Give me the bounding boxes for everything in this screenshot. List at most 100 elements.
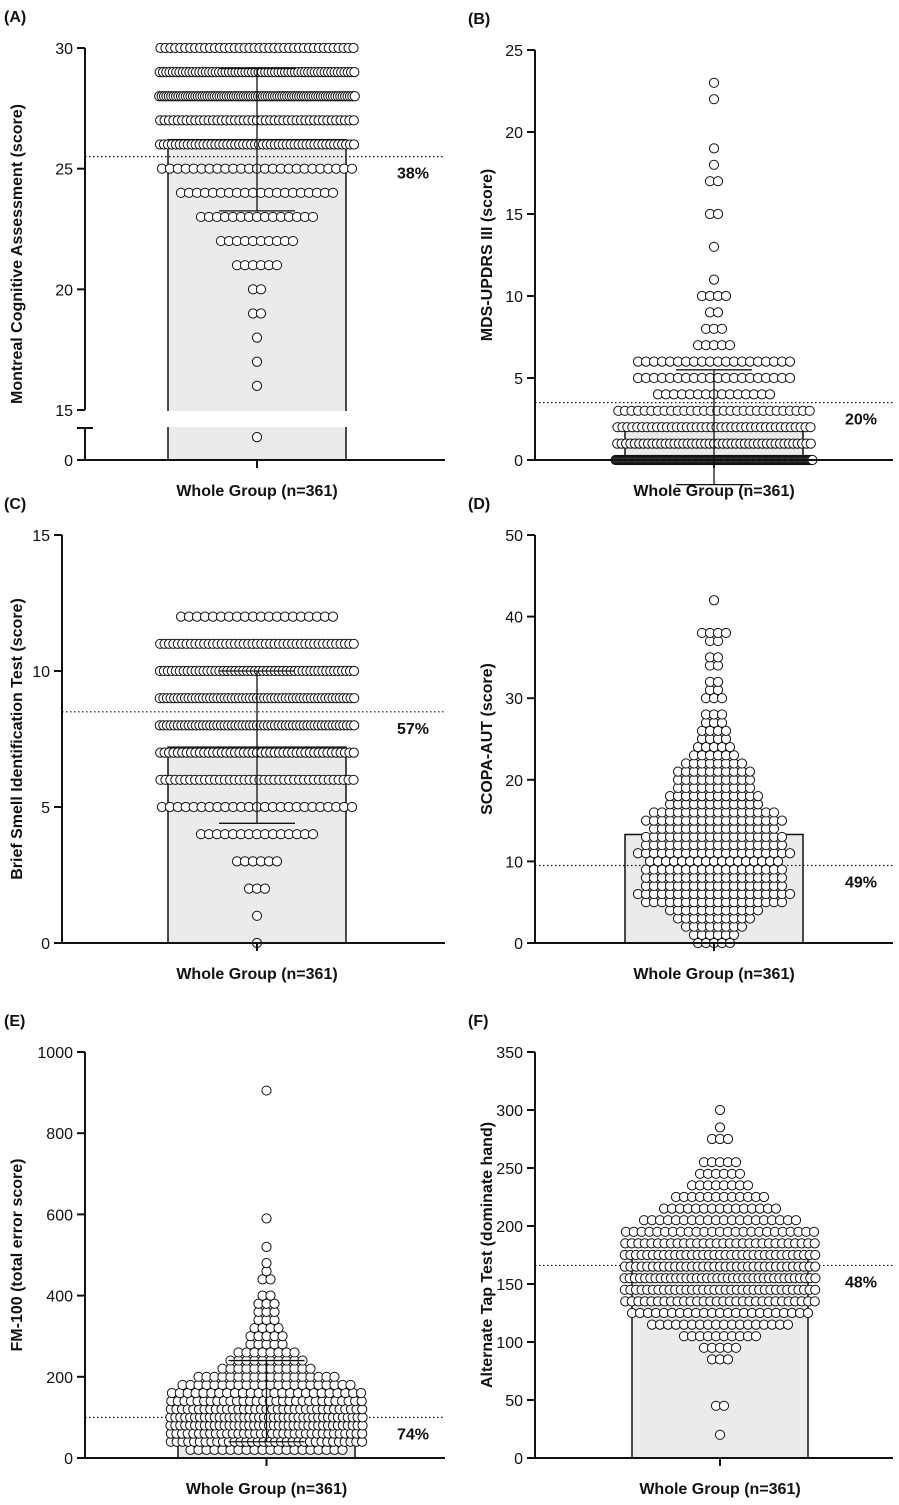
dot-group [613,405,815,416]
dot [810,1249,821,1261]
panel-label: (C) [4,496,26,513]
dot-group [154,91,360,102]
dot [345,1379,356,1391]
dot-group [253,1298,280,1309]
dot-group [195,211,319,223]
dot [712,652,724,663]
dot-group [175,187,339,198]
dot [265,1290,276,1301]
x-tick-label: Whole Group (n=361) [176,966,337,983]
dot-group [619,1284,821,1295]
annotation: 48% [845,1274,877,1291]
dot-group [704,307,724,318]
dot-group [249,1322,284,1334]
dot [808,1226,820,1237]
dot-group [233,1347,300,1358]
dot [750,1331,762,1342]
dot [355,1387,367,1399]
y-tick-label: 10 [505,854,523,871]
dot-group [708,241,720,252]
dot-group [195,829,319,840]
dot [716,709,728,720]
dot [770,1203,782,1214]
dot [722,1133,734,1145]
dot [712,676,724,687]
dot [251,332,263,343]
dot [349,720,360,731]
y-tick-label: 50 [505,1393,523,1410]
dot-group [247,284,267,295]
dot-group [632,372,796,384]
dot [758,1191,770,1203]
y-tick-label: 600 [46,1207,73,1224]
annotation: 49% [845,874,877,891]
dot-group [708,274,720,285]
dot [720,725,732,736]
dot-group [261,1213,272,1224]
dot-group [243,883,271,894]
y-tick-label: 15 [505,207,523,224]
dot-group [704,176,724,187]
y-tick-label: 200 [496,1219,523,1236]
dot-group [251,332,263,343]
dot-group [686,1180,754,1191]
y-tick-label: 0 [514,453,523,470]
dot-group [706,1133,734,1145]
panel-label: (B) [468,11,490,28]
y-tick-label: 5 [514,371,523,388]
dot-group [154,139,360,150]
dot [744,766,756,777]
dot-group [257,1274,276,1285]
annotation: 20% [845,412,877,429]
dot-group [704,676,724,687]
dot-group [714,1122,726,1133]
dot-group [217,1363,316,1374]
dot [255,284,267,295]
dot [716,693,728,704]
dot [714,1429,726,1440]
dot-group [253,1306,280,1317]
y-tick-label: 10 [505,289,523,306]
dot [346,163,358,174]
dot [289,1347,300,1358]
dot-group [640,864,788,875]
annotation: 74% [397,1426,429,1443]
dot-group [154,67,360,78]
dot-group [696,290,732,302]
panel-label: (D) [468,496,490,513]
dot [273,1322,284,1334]
dot-group [154,693,360,704]
dot [708,241,720,252]
dot [810,1273,821,1284]
y-tick-label: 350 [496,1045,523,1062]
dot [784,888,796,900]
y-tick-label: 20 [505,125,523,142]
y-axis-label: FM-100 (total error score) [9,1159,26,1352]
dot-group [700,323,728,334]
dot [809,1296,820,1307]
dot [776,815,788,826]
dot [261,1085,272,1096]
dot [346,801,358,813]
y-axis-label: MDS-UPDRS III (score) [479,169,496,341]
dot-group [251,432,263,443]
y-tick-label: 25 [55,162,73,179]
y-tick-label: 25 [505,43,523,60]
dot-group [646,1319,794,1330]
y-tick-label: 100 [496,1335,523,1352]
dot [734,1168,746,1179]
dot [349,67,360,78]
dot-group [672,782,756,794]
dot-group [678,1331,762,1342]
dot [724,340,736,351]
y-tick-label: 0 [64,1451,73,1468]
x-tick-label: Whole Group (n=361) [176,483,337,500]
dot-group [696,627,732,639]
y-tick-label: 15 [55,403,73,420]
dot-group [680,921,748,932]
dot [708,94,720,105]
dot [329,1371,340,1382]
dot [708,159,720,170]
panel-label: (F) [468,1013,488,1030]
y-tick-label: 20 [55,282,73,299]
